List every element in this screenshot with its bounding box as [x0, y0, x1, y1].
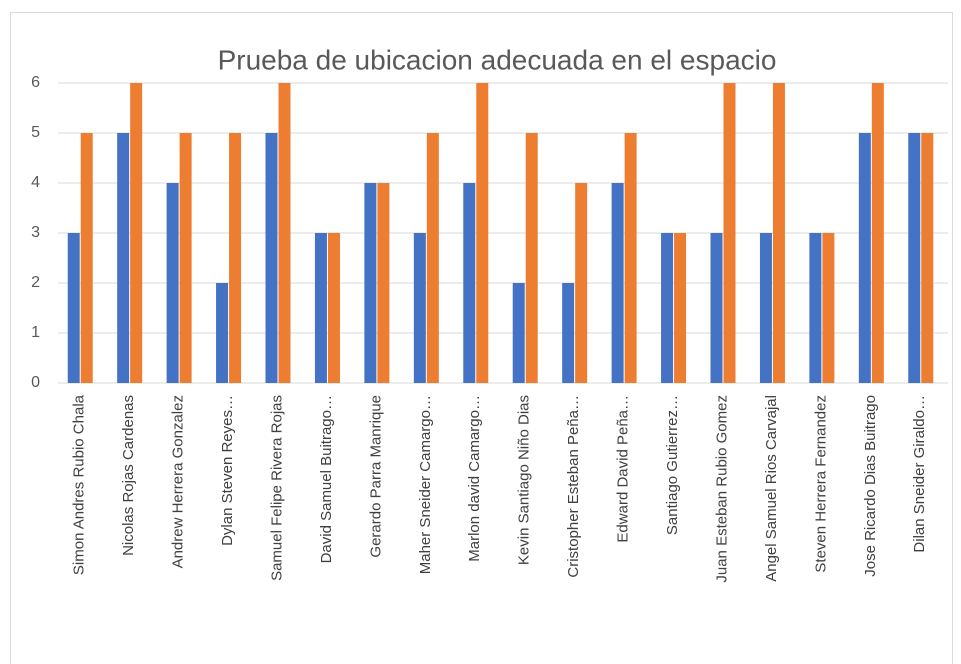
bar — [674, 233, 687, 383]
bar — [772, 83, 785, 383]
bar — [525, 133, 538, 383]
x-tick-label: Dylan Steven Reyes… — [219, 395, 236, 546]
bar — [426, 133, 439, 383]
bar — [908, 133, 921, 383]
x-tick-label: Angel Samuel Rios Carvajal — [763, 395, 780, 582]
x-tick-label: Dilan Sneider Giraldo… — [911, 395, 928, 553]
bar — [723, 83, 736, 383]
bar — [364, 183, 377, 383]
bar — [611, 183, 624, 383]
y-tick-label: 0 — [31, 374, 40, 391]
bar — [80, 133, 93, 383]
x-tick-label: David Samuel Buitrago… — [318, 395, 335, 563]
bar — [512, 283, 525, 383]
x-tick-label: Kevin Santiago Niño Dias — [516, 395, 533, 565]
bar — [278, 83, 291, 383]
y-tick-label: 3 — [31, 224, 40, 241]
bar — [858, 133, 871, 383]
bar — [413, 233, 426, 383]
y-tick-label: 5 — [31, 124, 40, 141]
x-tick-label: Maher Sneider Camargo… — [417, 395, 434, 574]
bar — [265, 133, 278, 383]
bar — [216, 283, 229, 383]
bar — [314, 233, 327, 383]
x-tick-label: Marlon david Camargo… — [466, 395, 483, 562]
bar — [809, 233, 822, 383]
chart-title: Prueba de ubicacion adecuada en el espac… — [218, 44, 777, 75]
bar — [130, 83, 143, 383]
bar — [661, 233, 674, 383]
bar — [575, 183, 588, 383]
x-tick-label: Juan Esteban Rubio Gomez — [713, 395, 730, 583]
bar — [624, 133, 637, 383]
bar — [229, 133, 242, 383]
x-tick-label: Andrew Herrera Gonzalez — [170, 395, 187, 568]
x-tick-label: Jose Ricardo Dias Buitrago — [862, 395, 879, 577]
x-tick-label: Cristopher Esteban Peña… — [565, 395, 582, 578]
y-tick-label: 6 — [31, 74, 40, 91]
x-tick-label: Santiago Gutierrez… — [664, 395, 681, 535]
y-tick-label: 1 — [31, 324, 40, 341]
x-tick-label: Steven Herrera Fernandez — [812, 395, 829, 573]
x-tick-label: Simon Andres Rubio Chala — [71, 394, 88, 575]
bar — [327, 233, 340, 383]
x-tick-label: Edward David Peña… — [615, 395, 632, 543]
bar — [822, 233, 835, 383]
bar — [117, 133, 130, 383]
bar — [710, 233, 723, 383]
y-tick-label: 4 — [31, 174, 40, 191]
bar — [562, 283, 575, 383]
bar — [463, 183, 476, 383]
x-tick-label: Nicolas Rojas Cardenas — [120, 395, 137, 556]
bar — [759, 233, 772, 383]
x-tick-label: Samuel Felipe Rivera Rojas — [268, 395, 285, 581]
bar — [166, 183, 179, 383]
x-tick-label: Gerardo Parra Manrique — [367, 395, 384, 558]
y-tick-label: 2 — [31, 274, 40, 291]
bar — [871, 83, 884, 383]
bar — [179, 133, 192, 383]
bar — [67, 233, 80, 383]
bar — [476, 83, 489, 383]
bar — [921, 133, 934, 383]
bar — [377, 183, 390, 383]
